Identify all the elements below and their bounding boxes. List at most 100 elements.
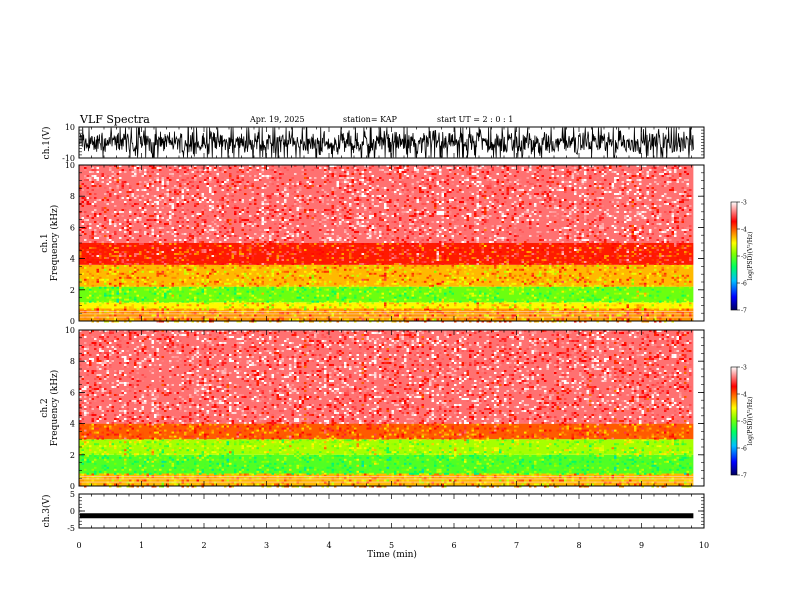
spectrogram-cell	[269, 253, 272, 255]
spectrogram-cell	[471, 257, 474, 259]
spectrogram-cell	[476, 185, 479, 187]
spectrogram-cell	[151, 290, 154, 293]
spectrogram-cell	[639, 292, 642, 295]
spectrogram-cell	[126, 308, 129, 311]
spectrogram-cell	[536, 179, 539, 181]
spectrogram-cell	[231, 183, 234, 185]
spectrogram-cell	[679, 308, 682, 311]
spectrogram-cell	[379, 243, 382, 245]
spectrogram-cell	[611, 255, 614, 257]
spectrogram-cell	[371, 181, 374, 183]
spectrogram-cell	[256, 302, 259, 305]
spectrogram-cell	[646, 286, 649, 289]
spectrogram-cell	[364, 189, 367, 191]
spectrogram-cell	[229, 284, 232, 287]
spectrogram-cell	[236, 292, 239, 295]
spectrogram-cell	[266, 253, 269, 255]
spectrogram-cell	[164, 288, 167, 291]
spectrogram-cell	[369, 318, 372, 321]
spectrogram-cell	[371, 187, 374, 189]
spectrogram-cell	[179, 253, 182, 255]
spectrogram-cell	[551, 165, 554, 167]
spectrogram-cell	[286, 189, 289, 191]
spectrogram-cell	[94, 175, 97, 177]
spectrogram-cell	[566, 181, 569, 183]
spectrogram-cell	[626, 173, 629, 175]
spectrogram-cell	[239, 243, 242, 245]
spectrogram-cell	[174, 318, 177, 321]
spectrogram-cell	[359, 280, 362, 283]
spectrogram-cell	[204, 169, 207, 171]
spectrogram-cell	[591, 165, 594, 167]
spectrogram-cell	[256, 286, 259, 289]
spectrogram-cell	[251, 255, 254, 257]
spectrogram-cell	[136, 167, 139, 169]
spectrogram-cell	[481, 292, 484, 295]
spectrogram-cell	[194, 268, 197, 271]
spectrogram-cell	[426, 288, 429, 291]
spectrogram-cell	[186, 169, 189, 171]
spectrogram-cell	[231, 268, 234, 271]
spectrogram-cell	[529, 304, 532, 307]
spectrogram-cell	[261, 245, 264, 247]
spectrogram-cell	[124, 276, 127, 279]
spectrogram-cell	[406, 284, 409, 287]
waveform-ch1-panel: 10-10	[62, 123, 705, 163]
spectrogram-cell	[259, 298, 262, 301]
spectrogram-cell	[559, 296, 562, 299]
spectrogram-cell	[246, 249, 249, 251]
spectrogram-cell	[381, 253, 384, 255]
spectrogram-cell	[664, 318, 667, 321]
spectrogram-cell	[184, 264, 187, 267]
spectrogram-cell	[454, 189, 457, 191]
spectrogram-cell	[371, 251, 374, 253]
spectrogram-cell	[149, 183, 152, 185]
spectrogram-cell	[131, 308, 134, 311]
spectrogram-cell	[249, 187, 252, 189]
spectrogram-cell	[666, 247, 669, 249]
spectrogram-cell	[304, 177, 307, 179]
spectrogram-cell	[301, 264, 304, 267]
spectrogram-cell	[461, 294, 464, 297]
spectrogram-cell	[389, 259, 392, 261]
spectrogram-cell	[184, 272, 187, 275]
spectrogram-cell	[119, 165, 122, 167]
spectrogram-cell	[176, 253, 179, 255]
spectrogram-cell	[576, 249, 579, 251]
spectrogram-cell	[191, 298, 194, 301]
spectrogram-cell	[654, 272, 657, 275]
spectrogram-cell	[161, 257, 164, 259]
spectrogram-cell	[624, 183, 627, 185]
spectrogram-cell	[404, 171, 407, 173]
spectrogram-cell	[281, 286, 284, 289]
spectrogram-cell	[346, 257, 349, 259]
spectrogram-cell	[516, 306, 519, 309]
spectrogram-cell	[516, 255, 519, 257]
spectrogram-cell	[429, 185, 432, 187]
spectrogram-cell	[324, 175, 327, 177]
spectrogram-cell	[191, 185, 194, 187]
spectrogram-cell	[204, 167, 207, 169]
spectrogram-cell	[614, 171, 617, 173]
spectrogram-cell	[641, 257, 644, 259]
spectrogram-cell	[459, 181, 462, 183]
spectrogram-cell	[474, 316, 477, 319]
spectrogram-cell	[619, 255, 622, 257]
spectrogram-cell	[216, 181, 219, 183]
spectrogram-cell	[616, 247, 619, 249]
spectrogram-cell	[631, 272, 634, 275]
spectrogram-cell	[139, 165, 142, 167]
spectrogram-cell	[346, 173, 349, 175]
spectrogram-cell	[149, 290, 152, 293]
spectrogram-cell	[164, 294, 167, 297]
spectrogram-cell	[236, 286, 239, 289]
spectrogram-cell	[301, 257, 304, 259]
spectrogram-cell	[181, 300, 184, 303]
spectrogram-cell	[316, 300, 319, 303]
spectrogram-cell	[351, 173, 354, 175]
spectrogram-cell	[469, 288, 472, 291]
spectrogram-cell	[491, 306, 494, 309]
spectrogram-cell	[499, 276, 502, 279]
spectrogram-cell	[221, 257, 224, 259]
spectrogram-cell	[86, 187, 89, 189]
